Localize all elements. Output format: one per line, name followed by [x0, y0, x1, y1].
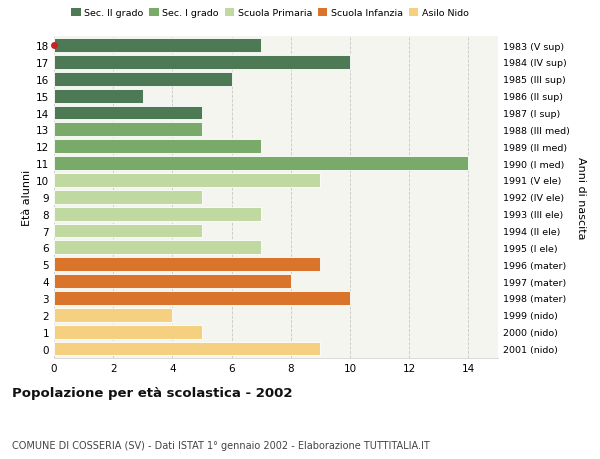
Bar	[54, 123, 202, 137]
Bar	[54, 308, 172, 322]
Legend: Sec. II grado, Sec. I grado, Scuola Primaria, Scuola Infanzia, Asilo Nido: Sec. II grado, Sec. I grado, Scuola Prim…	[71, 9, 469, 18]
Bar	[54, 106, 202, 120]
Bar	[54, 190, 202, 204]
Bar	[54, 325, 202, 339]
Text: COMUNE DI COSSERIA (SV) - Dati ISTAT 1° gennaio 2002 - Elaborazione TUTTITALIA.I: COMUNE DI COSSERIA (SV) - Dati ISTAT 1° …	[12, 440, 430, 450]
Bar	[54, 258, 320, 272]
Bar	[54, 39, 261, 53]
Bar	[54, 174, 320, 187]
Bar	[54, 56, 350, 70]
Y-axis label: Età alunni: Età alunni	[22, 169, 32, 225]
Bar	[54, 291, 350, 305]
Text: Popolazione per età scolastica - 2002: Popolazione per età scolastica - 2002	[12, 386, 293, 399]
Bar	[54, 140, 261, 154]
Bar	[54, 241, 261, 255]
Bar	[54, 73, 232, 86]
Bar	[54, 224, 202, 238]
Bar	[54, 342, 320, 356]
Y-axis label: Anni di nascita: Anni di nascita	[577, 156, 586, 239]
Bar	[54, 90, 143, 103]
Bar	[54, 157, 469, 171]
Bar	[54, 274, 291, 288]
Bar	[54, 207, 261, 221]
